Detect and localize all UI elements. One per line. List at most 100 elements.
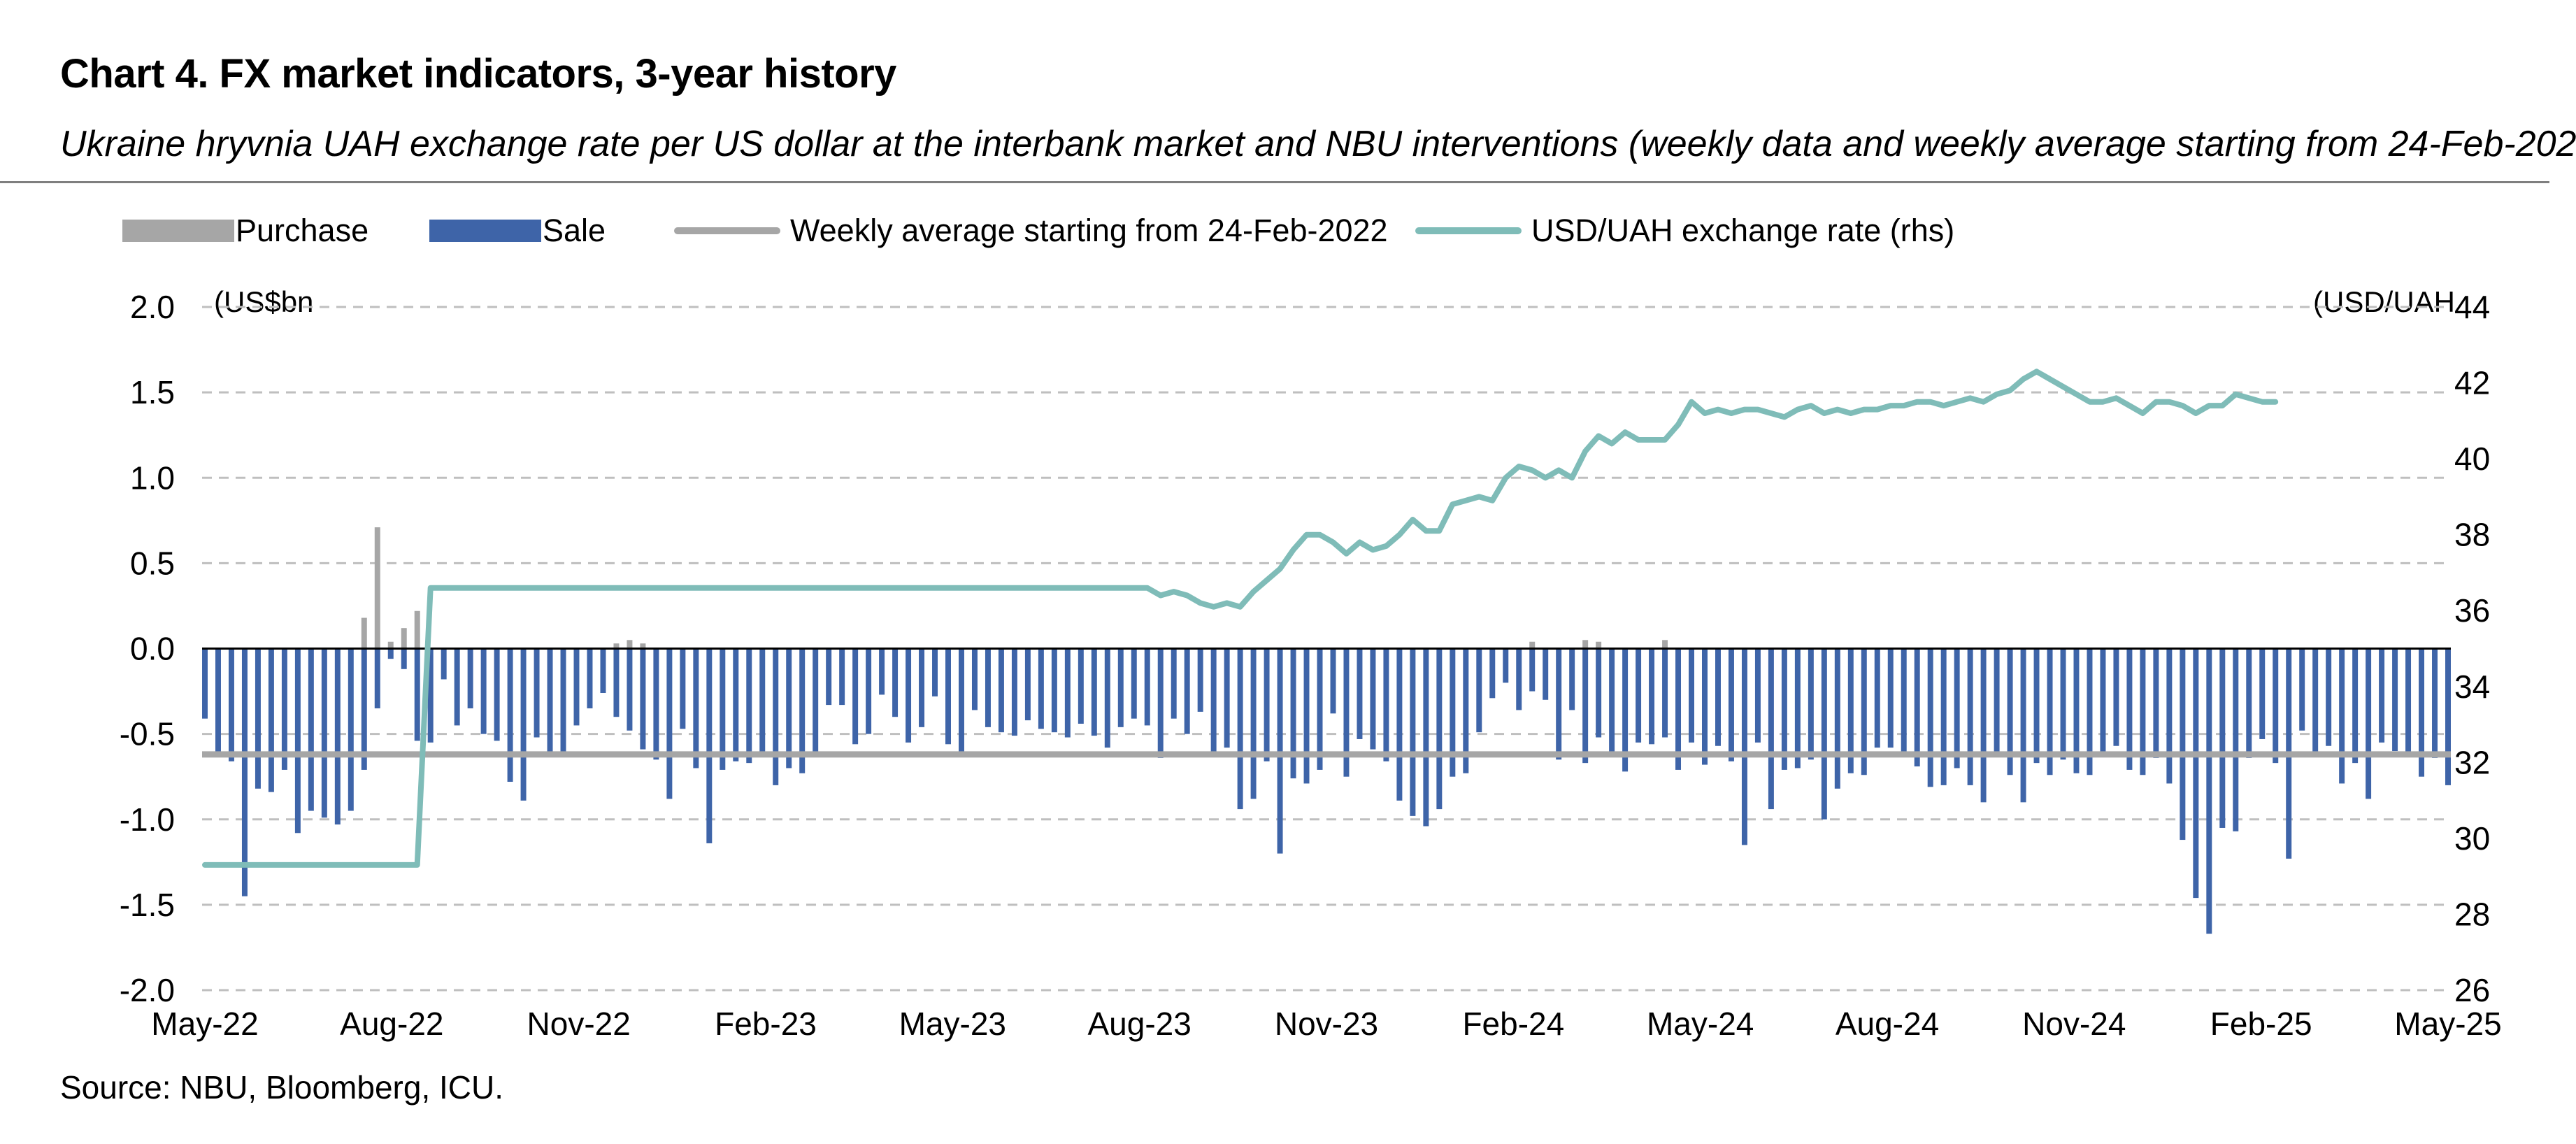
y-left-tick-label: 1.5 xyxy=(130,374,175,410)
y-left-tick-label: -2.0 xyxy=(120,972,175,1008)
sale-bar xyxy=(2445,648,2451,785)
legend: Purchase Sale Weekly average starting fr… xyxy=(0,208,2576,253)
chart-subtitle: Ukraine hryvnia UAH exchange rate per US… xyxy=(60,124,2576,164)
sale-bar xyxy=(2246,648,2252,758)
sale-bar xyxy=(1436,648,1443,810)
purchase-bar xyxy=(401,628,407,649)
sale-bar xyxy=(2299,648,2305,731)
sale-bar xyxy=(467,648,473,708)
sale-bar xyxy=(1184,648,1190,734)
y-right-tick-label: 30 xyxy=(2454,820,2490,857)
sale-bar xyxy=(1157,648,1164,758)
sale-bar xyxy=(1410,648,1416,816)
purchase-bar xyxy=(374,527,380,649)
sale-bar xyxy=(547,648,553,753)
sale-bar xyxy=(2259,648,2266,739)
sale-bar xyxy=(759,648,766,755)
sale-bar xyxy=(1423,648,1429,827)
sale-bar xyxy=(1064,648,1071,738)
sale-bar xyxy=(613,648,620,717)
sale-bar xyxy=(826,648,832,706)
sale-bar xyxy=(1290,648,1296,779)
sale-bar xyxy=(2166,648,2173,784)
sale-bar xyxy=(1489,648,1496,699)
purchase-bar xyxy=(1529,641,1536,649)
sale-bar xyxy=(1237,648,1243,810)
sale-bar xyxy=(653,648,659,760)
sale-bar xyxy=(2219,648,2226,828)
sale-bar xyxy=(1781,648,1787,770)
sale-bar xyxy=(454,648,460,726)
sale-bar xyxy=(945,648,951,745)
x-tick-label: Feb-23 xyxy=(715,1006,817,1042)
sale-bar xyxy=(1171,648,1177,719)
sale-bar xyxy=(1529,648,1536,692)
sale-bar xyxy=(1901,648,1907,757)
purchase-bar xyxy=(627,640,633,649)
sale-bar xyxy=(1821,648,1827,820)
y-left-tick-label: 0.5 xyxy=(130,545,175,581)
sale-bar xyxy=(202,648,208,719)
sale-bar xyxy=(985,648,991,727)
x-tick-label: May-23 xyxy=(899,1006,1006,1042)
sale-bar xyxy=(2206,648,2212,934)
sale-bar xyxy=(2419,648,2425,777)
sale-bar xyxy=(1277,648,1283,854)
sale-bar xyxy=(879,648,885,695)
sale-bar xyxy=(1834,648,1840,789)
sale-bar xyxy=(746,648,752,764)
legend-label-purchase: Purchase xyxy=(236,213,369,248)
sale-bar xyxy=(241,648,248,896)
legend-swatch-sale xyxy=(429,220,541,242)
sale-bar xyxy=(1689,648,1694,743)
purchase-bar xyxy=(613,643,620,649)
sale-bar xyxy=(2352,648,2359,764)
sale-bar xyxy=(2339,648,2345,784)
sale-bar xyxy=(1675,648,1682,770)
sale-bar xyxy=(1980,648,1987,803)
sale-bar xyxy=(706,648,713,843)
sale-bar xyxy=(1582,648,1589,764)
legend-item-purchase: Purchase xyxy=(122,208,368,253)
sale-bar xyxy=(1450,648,1456,777)
sale-bar xyxy=(1808,648,1814,760)
sale-bar xyxy=(520,648,527,801)
sale-bar xyxy=(321,648,327,818)
sale-bar xyxy=(852,648,859,745)
sale-bar xyxy=(1224,648,1230,748)
sale-bar xyxy=(1622,648,1629,772)
y-right-tick-label: 40 xyxy=(2454,441,2490,477)
sale-bar xyxy=(1940,648,1947,785)
sale-bar xyxy=(1914,648,1920,767)
x-tick-label: Feb-25 xyxy=(2210,1006,2312,1042)
sale-bar xyxy=(587,648,593,708)
sale-bar xyxy=(2312,648,2319,755)
sale-bar xyxy=(1596,648,1602,738)
sale-bar xyxy=(892,648,899,717)
sale-bar xyxy=(1954,648,1960,768)
sale-bar xyxy=(600,648,606,694)
y-right-tick-label: 38 xyxy=(2454,517,2490,553)
sale-bar xyxy=(1503,648,1509,683)
sale-bar xyxy=(2193,648,2199,899)
sale-bar xyxy=(2153,648,2159,758)
sale-bar xyxy=(1330,648,1336,714)
sale-bar xyxy=(813,648,819,757)
x-tick-label: Nov-22 xyxy=(527,1006,631,1042)
sale-bar xyxy=(666,648,673,799)
sale-bar xyxy=(1117,648,1124,727)
x-tick-label: Nov-23 xyxy=(1275,1006,1378,1042)
sale-bar xyxy=(799,648,806,773)
y-left-tick-label: -1.5 xyxy=(120,887,175,923)
sale-bar xyxy=(1463,648,1469,773)
sale-bar xyxy=(2060,648,2066,760)
sale-bar xyxy=(1091,648,1097,736)
sale-bar xyxy=(2100,648,2106,753)
sale-bar xyxy=(2392,648,2398,752)
purchase-bar xyxy=(414,610,420,649)
y-right-tick-label: 32 xyxy=(2454,744,2490,780)
sale-bar xyxy=(334,648,341,825)
sale-bar xyxy=(2366,648,2372,799)
x-tick-label: Aug-22 xyxy=(340,1006,443,1042)
sale-bar xyxy=(733,648,739,762)
